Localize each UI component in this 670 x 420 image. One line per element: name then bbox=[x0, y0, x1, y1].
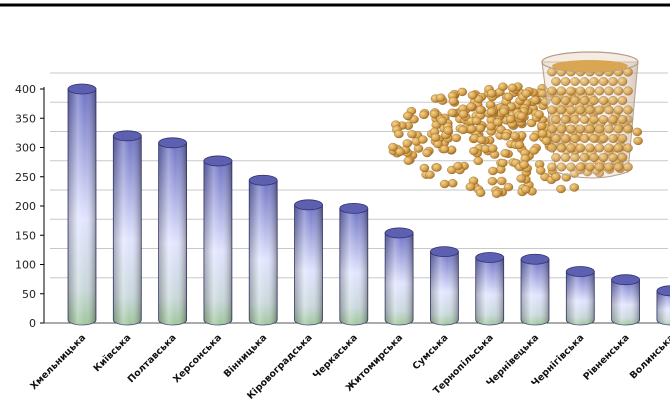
bar bbox=[158, 137, 188, 326]
bar bbox=[67, 83, 97, 326]
y-tick-label: 200 bbox=[15, 200, 36, 213]
category-label: Волинська bbox=[628, 332, 670, 381]
bar bbox=[656, 285, 670, 326]
bar bbox=[475, 252, 505, 326]
bar bbox=[294, 199, 323, 326]
y-tick-label: 250 bbox=[15, 171, 36, 184]
bar bbox=[112, 130, 142, 326]
category-label: Херсонська bbox=[171, 332, 224, 385]
category-label: Київська bbox=[92, 332, 134, 374]
bar bbox=[339, 202, 369, 326]
bar bbox=[520, 253, 550, 326]
y-axis-ticks: 0 50 100 150 200 250 300 350 400 bbox=[15, 83, 44, 330]
x-axis-labels: Хмельницька КиївськаПолтавськаХерсонськаВ… bbox=[28, 332, 670, 401]
category-label: Хмельницька bbox=[28, 332, 88, 392]
y-tick-label: 100 bbox=[15, 259, 36, 272]
y-tick-label: 400 bbox=[15, 83, 36, 96]
bar bbox=[248, 174, 278, 326]
category-label: Рівненська bbox=[581, 332, 631, 382]
bar bbox=[203, 155, 233, 326]
category-label: Черкаська bbox=[311, 332, 360, 381]
soybeans-in-cup-image bbox=[388, 51, 643, 198]
y-tick-label: 0 bbox=[29, 317, 36, 330]
y-tick-label: 350 bbox=[15, 112, 36, 125]
grid-lines bbox=[50, 72, 668, 279]
category-label: Сумська bbox=[411, 332, 451, 372]
y-tick-label: 50 bbox=[22, 288, 36, 301]
category-label: Вінницька bbox=[222, 332, 270, 380]
y-tick-label: 300 bbox=[15, 142, 36, 155]
bar bbox=[565, 266, 595, 326]
bar bbox=[429, 246, 459, 326]
bar bbox=[384, 227, 414, 326]
y-tick-label: 150 bbox=[15, 229, 36, 242]
bars bbox=[67, 83, 670, 326]
bar bbox=[611, 274, 640, 326]
